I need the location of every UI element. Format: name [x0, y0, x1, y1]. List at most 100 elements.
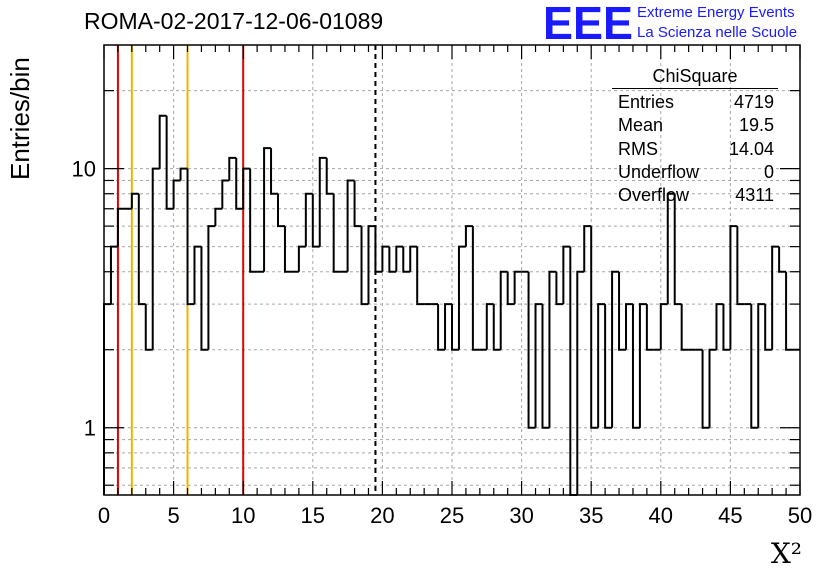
histogram-bin	[771, 245, 780, 350]
histogram-bin	[701, 349, 710, 429]
stats-label: Underflow	[618, 161, 700, 182]
marker-lines	[116, 45, 377, 495]
stats-label: RMS	[618, 138, 658, 159]
x-tick-label: 35	[579, 503, 603, 528]
logo-line-1: Extreme Energy Events	[637, 4, 795, 21]
stats-divider	[612, 88, 778, 89]
histogram-bin	[235, 157, 244, 210]
histogram-bin	[200, 246, 209, 351]
histogram-bin	[388, 246, 397, 273]
histogram-bin	[360, 226, 369, 306]
eee-logo-mark: EEE	[543, 0, 633, 44]
histogram-bin	[221, 179, 230, 209]
histogram-bin	[381, 245, 390, 272]
histogram-bin	[590, 226, 599, 429]
histogram-bin	[673, 193, 682, 306]
histogram-bin	[179, 167, 188, 181]
histogram-bin	[367, 225, 376, 305]
stats-box: ChiSquare Entries 4719 Mean 19.5 RMS 14.…	[612, 64, 778, 207]
histogram-bin	[137, 193, 146, 306]
histogram-bin	[604, 304, 613, 429]
histogram-bin	[464, 225, 473, 247]
histogram-bin	[186, 168, 195, 306]
histogram-bin	[144, 304, 153, 351]
histogram-bin	[618, 271, 626, 351]
histogram-bin	[297, 245, 306, 272]
histogram-bin	[402, 246, 411, 273]
histogram-bin	[659, 303, 668, 350]
histogram-bin	[569, 246, 578, 496]
stats-row-overflow: Overflow 4311	[612, 184, 778, 207]
histogram-bin	[597, 303, 606, 428]
stats-label: Entries	[618, 92, 675, 112]
stats-value: 14.04	[728, 138, 774, 159]
histogram-bin	[249, 168, 258, 273]
x-tick-label: 10	[231, 503, 255, 528]
histogram-bin	[471, 226, 480, 351]
histogram-bin	[151, 167, 160, 350]
histogram-bin	[576, 270, 585, 495]
y-tick-label: 10	[72, 157, 96, 182]
histogram-bin	[757, 303, 766, 428]
histogram-bin	[708, 348, 717, 428]
stats-value: 4311	[735, 185, 774, 206]
axis-ticks	[103, 45, 801, 495]
histogram-bin	[451, 304, 459, 351]
x-tick-label: 15	[301, 503, 325, 528]
histogram-bin	[680, 304, 689, 351]
histogram-bin	[283, 226, 292, 273]
eee-logo: EEE	[543, 0, 633, 44]
x-tick-label: 20	[370, 503, 394, 528]
histogram-bin	[645, 304, 654, 351]
histogram-bin	[722, 304, 731, 351]
histogram-bin	[374, 226, 383, 273]
histogram-bin	[346, 179, 355, 272]
histogram-bin	[485, 303, 494, 350]
histogram-bin	[409, 245, 418, 272]
histogram-bin	[193, 245, 202, 305]
histogram-bin	[130, 192, 139, 209]
histogram-bin	[527, 271, 536, 429]
histogram-bin	[416, 246, 425, 306]
histogram-bin	[541, 304, 550, 429]
histogram-bin	[304, 192, 313, 247]
histogram-bin	[611, 270, 620, 428]
logo-line-2: La Scienza nelle Scuole	[637, 24, 798, 41]
histogram-bin	[242, 167, 251, 209]
histogram-bin	[555, 271, 564, 306]
histogram-bin	[437, 304, 446, 351]
histogram-bin	[764, 304, 773, 351]
histogram-bin	[750, 304, 759, 429]
histogram-bin	[311, 193, 320, 248]
histogram-bin	[165, 115, 174, 210]
histogram-bin	[395, 245, 404, 272]
histogram-bin	[499, 270, 508, 350]
stats-row-rms: RMS 14.04	[612, 138, 778, 161]
histogram-bin	[457, 245, 466, 350]
histogram-bin	[270, 148, 278, 195]
histogram-bin	[638, 303, 647, 428]
x-tick-label: 25	[440, 503, 464, 528]
histogram-bin	[631, 304, 640, 429]
histogram-bin	[513, 270, 522, 305]
stats-label: Mean	[618, 115, 664, 136]
x-axis-label: X²	[770, 537, 802, 570]
histogram-bin	[583, 225, 592, 272]
x-tick-label: 5	[167, 503, 179, 528]
histogram-bin	[444, 303, 452, 350]
histogram-bin	[353, 180, 362, 228]
histogram-bin	[214, 207, 223, 227]
histogram-bin	[715, 303, 724, 350]
histogram-bin	[263, 147, 272, 272]
chart-title: ROMA-02-2017-12-06-01089	[84, 8, 384, 34]
histogram-bin	[785, 271, 794, 351]
histogram-bin	[729, 225, 738, 350]
stats-value: 0	[763, 161, 774, 182]
stats-row-underflow: Underflow 0	[612, 161, 778, 184]
histogram-bin	[207, 225, 216, 350]
stats-row-mean: Mean 19.5	[612, 114, 778, 137]
histogram-bin	[778, 246, 787, 273]
histogram-bin	[228, 156, 237, 181]
x-tick-label: 30	[509, 503, 533, 528]
